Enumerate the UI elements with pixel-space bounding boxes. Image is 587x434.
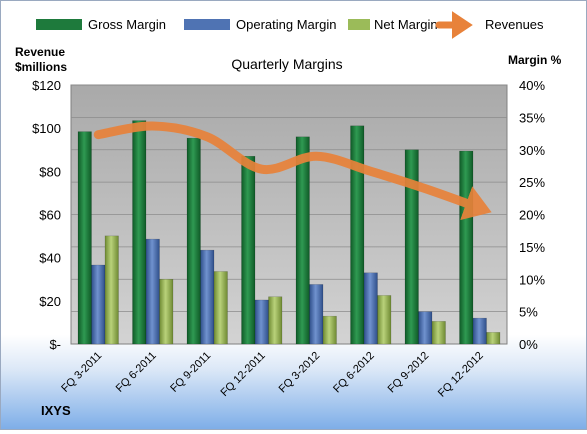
- x-tick-label: FQ 6-2011: [114, 350, 159, 395]
- net-margin-bar[interactable]: [104, 235, 119, 345]
- x-tick-label: FQ 3-2012: [277, 350, 323, 396]
- operating-margin-bar[interactable]: [145, 238, 160, 345]
- right-tick-label: 15%: [519, 240, 545, 255]
- legend-item-operating-margin[interactable]: Operating Margin: [184, 17, 336, 32]
- x-tick-label: FQ 9-2012: [386, 350, 432, 396]
- x-tick-label: FQ 6-2012: [331, 350, 377, 396]
- gross-margin-bar[interactable]: [241, 155, 256, 345]
- gross-margin-bar[interactable]: [132, 120, 147, 345]
- legend-item-net-margin[interactable]: Net Margin: [348, 17, 438, 32]
- operating-margin-bar[interactable]: [363, 272, 378, 345]
- left-axis-title-line1: Revenue: [15, 45, 65, 59]
- left-tick-label: $100: [32, 121, 61, 136]
- net-margin-bar[interactable]: [486, 332, 501, 345]
- operating-margin-bar[interactable]: [200, 249, 215, 345]
- gross-margin-bar[interactable]: [459, 150, 474, 345]
- net-margin-bar[interactable]: [268, 296, 283, 345]
- gross-margin-bar[interactable]: [186, 137, 201, 345]
- net-margin-bar[interactable]: [322, 315, 337, 345]
- operating-margin-bar[interactable]: [472, 317, 487, 345]
- net-margin-bar[interactable]: [431, 321, 446, 345]
- net-margin-bar[interactable]: [159, 279, 174, 345]
- legend-label-operating: Operating Margin: [236, 17, 336, 32]
- left-tick-label: $120: [32, 78, 61, 93]
- gross-margin-bar[interactable]: [404, 149, 419, 345]
- x-tick-label: FQ 12-2012: [436, 350, 486, 400]
- right-tick-label: 30%: [519, 143, 545, 158]
- right-tick-label: 0%: [519, 337, 538, 352]
- left-tick-label: $40: [39, 251, 61, 266]
- net-margin-bar[interactable]: [377, 295, 392, 345]
- left-tick-label: $80: [39, 164, 61, 179]
- right-tick-label: 20%: [519, 208, 545, 223]
- x-tick-label: FQ 12-2011: [218, 350, 267, 399]
- revenues-line[interactable]: [93, 121, 492, 221]
- legend-swatch-gross: [36, 19, 82, 30]
- gross-margin-bar[interactable]: [350, 125, 365, 345]
- legend-label-net: Net Margin: [374, 17, 438, 32]
- left-tick-label: $-: [49, 337, 61, 352]
- operating-margin-bar[interactable]: [91, 264, 106, 345]
- operating-margin-bar[interactable]: [418, 311, 433, 345]
- legend-item-revenues[interactable]: Revenues: [435, 11, 544, 39]
- left-tick-label: $60: [39, 208, 61, 223]
- x-tick-label: FQ 9-2011: [168, 350, 213, 395]
- operating-margin-bar[interactable]: [309, 284, 324, 345]
- right-tick-label: 10%: [519, 272, 545, 287]
- gross-margin-bar[interactable]: [295, 136, 310, 345]
- operating-margin-bar[interactable]: [254, 299, 269, 345]
- left-tick-label: $20: [39, 294, 61, 309]
- chart-title: Quarterly Margins: [231, 56, 342, 72]
- company-label: IXYS: [41, 403, 71, 418]
- legend-item-gross-margin[interactable]: Gross Margin: [36, 17, 166, 32]
- revenue-line: [93, 121, 492, 221]
- net-margin-bar[interactable]: [213, 271, 228, 345]
- left-axis-title-line2: $millions: [15, 60, 67, 74]
- right-axis-title: Margin %: [508, 53, 562, 67]
- right-axis-ticks: 0% 5% 10% 15% 20% 25% 30% 35% 40%: [519, 78, 545, 352]
- legend-swatch-net: [348, 19, 370, 30]
- x-tick-label: FQ 3-2011: [59, 350, 104, 395]
- left-axis-ticks: $- $20 $40 $60 $80 $100 $120: [32, 78, 61, 352]
- x-axis-ticks: FQ 3-2011 FQ 6-2011 FQ 9-2011 FQ 12-2011 FQ …: [59, 350, 486, 400]
- legend-swatch-operating: [184, 19, 230, 30]
- right-tick-label: 5%: [519, 305, 538, 320]
- right-tick-label: 25%: [519, 175, 545, 190]
- legend-label-revenues: Revenues: [485, 17, 544, 32]
- right-tick-label: 35%: [519, 110, 545, 125]
- legend: Gross Margin Operating Margin Net Margin…: [36, 11, 544, 39]
- legend-label-gross: Gross Margin: [88, 17, 166, 32]
- right-tick-label: 40%: [519, 78, 545, 93]
- gross-margin-bar[interactable]: [77, 131, 92, 345]
